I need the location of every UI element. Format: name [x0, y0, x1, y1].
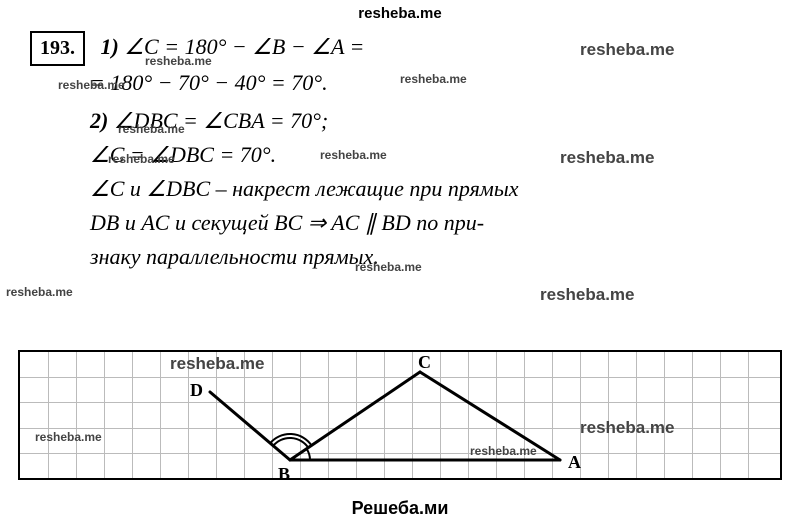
- watermark: resheba.me: [145, 54, 212, 68]
- point-label-B: B: [278, 464, 290, 485]
- watermark: resheba.me: [320, 148, 387, 162]
- watermark: resheba.me: [580, 418, 675, 438]
- watermark: resheba.me: [470, 444, 537, 458]
- triangle-diagram: [20, 352, 780, 478]
- point-label-A: A: [568, 452, 581, 473]
- watermark: resheba.me: [118, 122, 185, 136]
- diagram-area: ABCD: [18, 350, 782, 480]
- header-watermark: resheba.me: [358, 5, 441, 22]
- point-label-C: C: [418, 352, 431, 373]
- solution-content: 193. 1) ∠C = 180° − ∠B − ∠A = = 180° − 7…: [0, 0, 800, 275]
- watermark: resheba.me: [400, 72, 467, 86]
- watermark: resheba.me: [35, 430, 102, 444]
- problem-number-box: 193.: [30, 31, 85, 66]
- watermark: resheba.me: [108, 152, 175, 166]
- line-6: DB и AC и секущей BC ⇒ AC ∥ BD по при-: [30, 206, 770, 240]
- footer-watermark: Решеба.ми: [352, 498, 449, 519]
- part1-label: 1): [101, 34, 119, 59]
- watermark: resheba.me: [560, 148, 655, 168]
- watermark: resheba.me: [355, 260, 422, 274]
- watermark: resheba.me: [580, 40, 675, 60]
- watermark: resheba.me: [170, 354, 265, 374]
- point-label-D: D: [190, 380, 203, 401]
- watermark: resheba.me: [6, 285, 73, 299]
- watermark: resheba.me: [58, 78, 125, 92]
- watermark: resheba.me: [540, 285, 635, 305]
- line-5: ∠C и ∠DBC – накрест лежащие при прямых: [30, 172, 770, 206]
- part2-label: 2): [90, 108, 108, 133]
